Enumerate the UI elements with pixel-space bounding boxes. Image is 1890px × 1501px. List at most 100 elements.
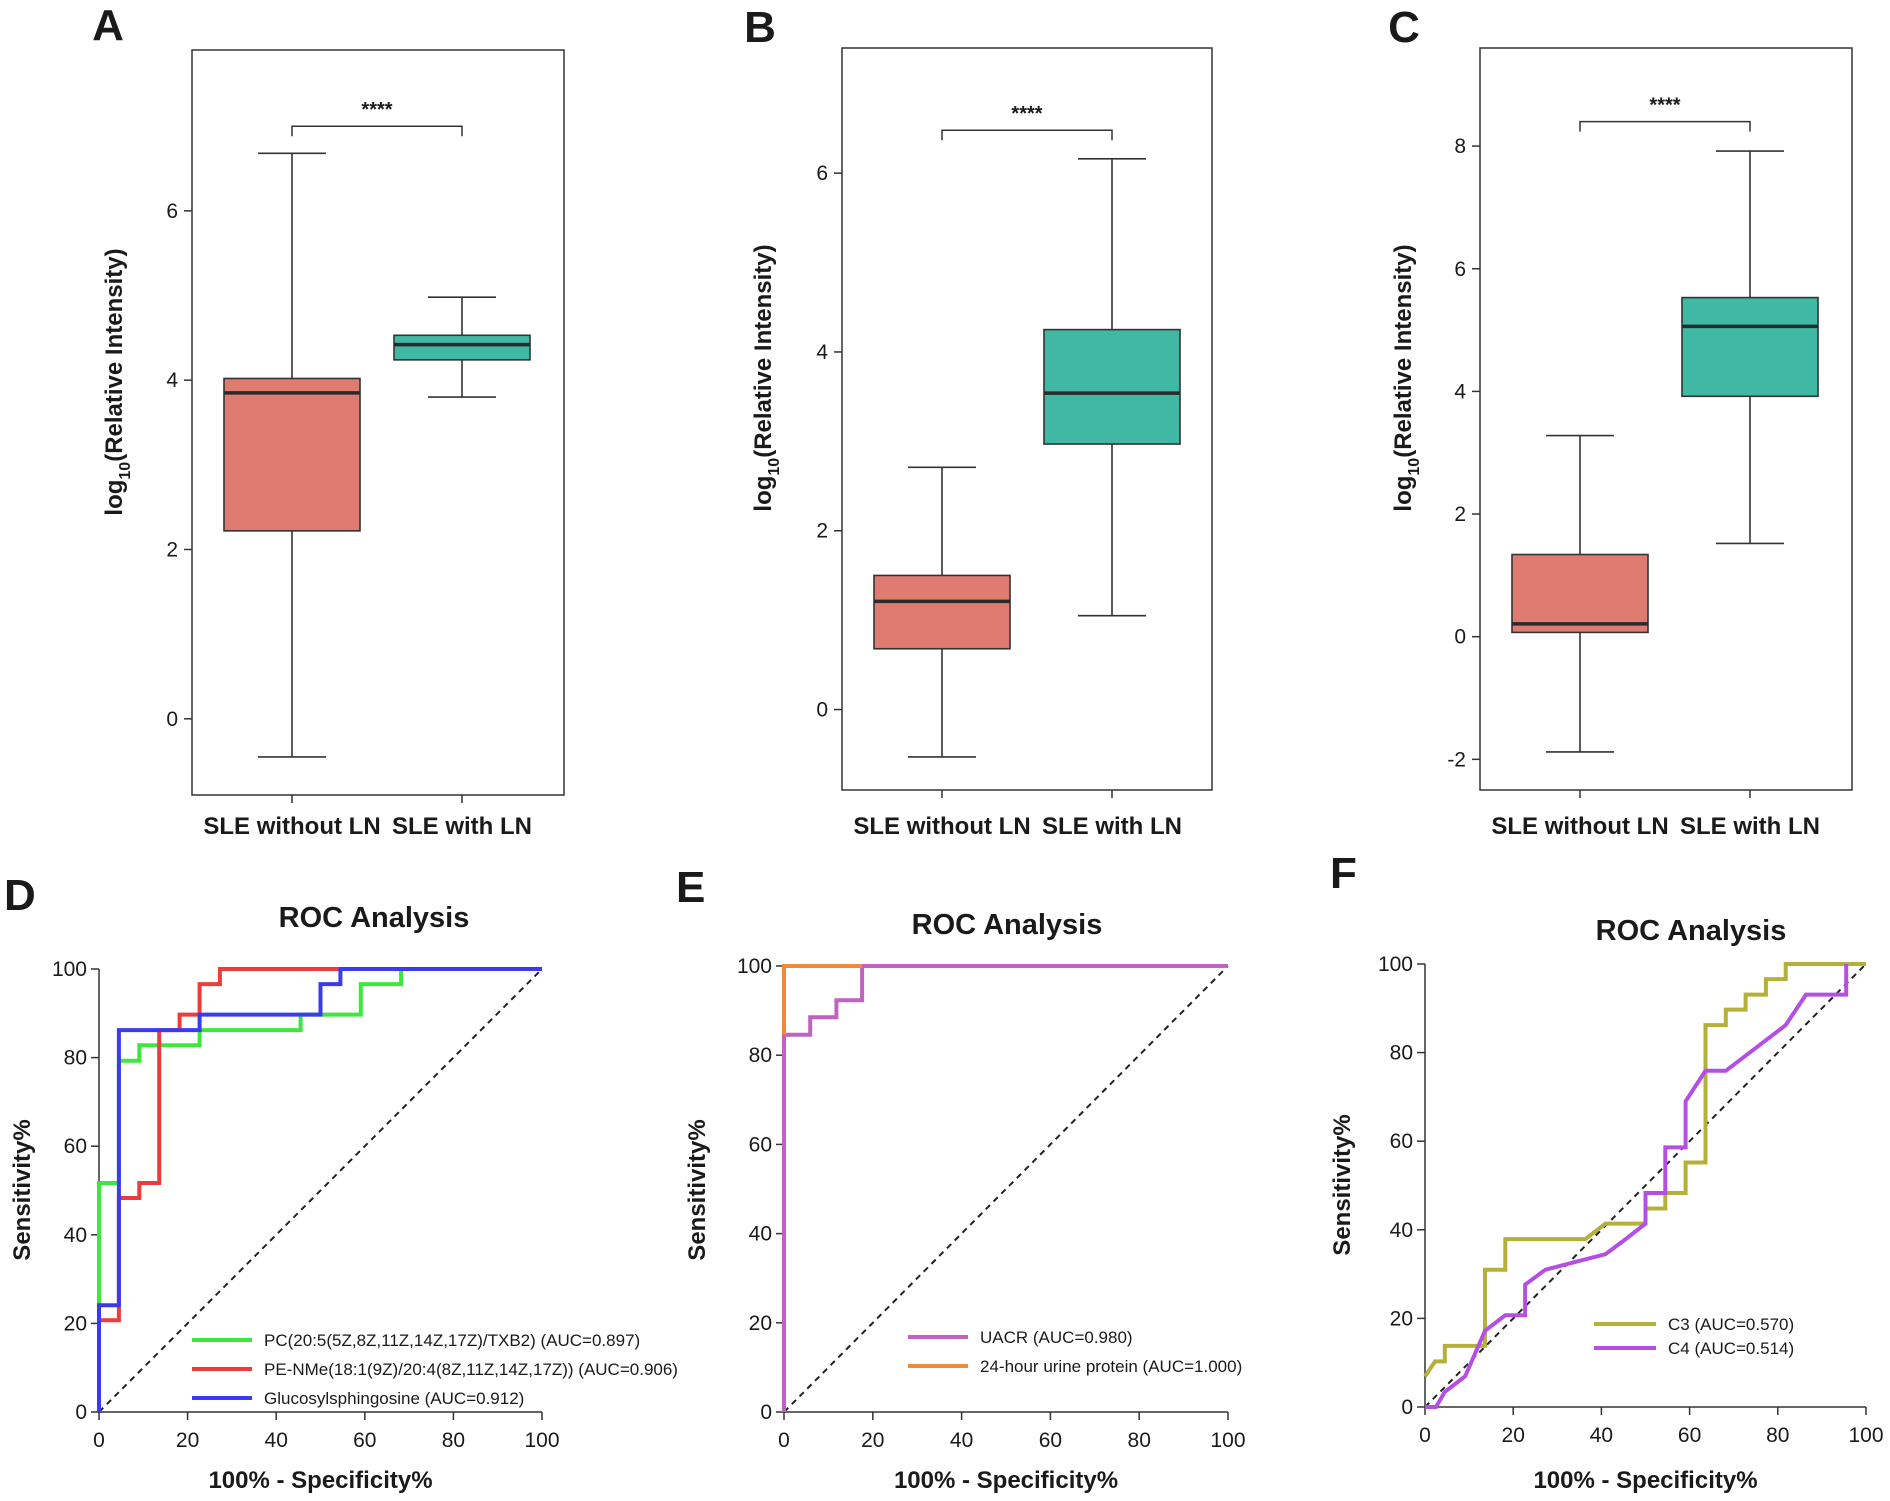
- roc-curve-series-2: [782, 964, 863, 1035]
- x-tick-label: 100: [524, 1429, 559, 1452]
- y-axis-title: Sensitivity%: [1329, 1114, 1356, 1255]
- roc-panel-f: F ROC Analysis 0 20 40 60 80 100 0 20 40 60 80 100 100…: [1329, 849, 1884, 1494]
- y-axis-title: Sensitivity%: [684, 1119, 711, 1260]
- y-tick-label: 0: [1454, 626, 1466, 649]
- x-category-label: SLE without LN: [1491, 813, 1668, 840]
- y-tick-label: 60: [749, 1133, 772, 1156]
- x-tick-label: 0: [778, 1429, 790, 1452]
- y-tick-label: 4: [816, 341, 828, 364]
- box-sle-without-ln: [223, 152, 361, 758]
- y-tick-label: 2: [1454, 503, 1466, 526]
- y-tick-label: 2: [816, 520, 828, 543]
- y-tick-label: 60: [1390, 1130, 1413, 1153]
- y-tick-label: 20: [749, 1312, 772, 1335]
- roc-curve-series-1: [782, 964, 1228, 1412]
- y-tick-label: 0: [166, 708, 178, 731]
- x-category-label: SLE with LN: [1042, 813, 1182, 840]
- legend-label: C3 (AUC=0.570): [1668, 1315, 1794, 1334]
- y-tick-label: 40: [1390, 1219, 1413, 1242]
- roc-panel-e: E ROC Analysis 0 20 40 60 80 100 0 20 40 60 80 100 100…: [676, 863, 1246, 1494]
- y-tick-label: 8: [1454, 135, 1466, 158]
- iqr-box: [1511, 553, 1649, 634]
- panel-letter: E: [676, 863, 705, 912]
- significance-stars: ****: [1649, 95, 1680, 117]
- x-axis-title: 100% - Specificity%: [894, 1467, 1118, 1494]
- box-sle-with-ln: [393, 296, 531, 398]
- roc-panel-d: D ROC Analysis 0 20 40 60 80 100 0 20 40 60 80 100 100…: [4, 871, 678, 1494]
- x-tick-label: 40: [1590, 1424, 1613, 1447]
- y-tick-label: 0: [760, 1401, 772, 1424]
- y-tick-label: 6: [1454, 258, 1466, 281]
- reference-diagonal: [783, 965, 1229, 1413]
- y-tick-label: 0: [816, 699, 828, 722]
- significance-bracket: [941, 129, 1113, 141]
- y-tick-label: 6: [166, 200, 178, 223]
- y-tick-label: 100: [1378, 953, 1413, 976]
- legend-label: 24-hour urine protein (AUC=1.000): [980, 1357, 1242, 1376]
- y-tick-label: -2: [1447, 748, 1466, 771]
- x-tick-label: 40: [950, 1429, 973, 1452]
- x-tick-label: 0: [1419, 1424, 1431, 1447]
- y-tick-label: 80: [64, 1047, 87, 1070]
- chart-title: ROC Analysis: [912, 909, 1103, 941]
- boxplot-panel-c: C -2 0 2 4 6 8 SLE without LN SLE with LN log10(R…: [1388, 3, 1853, 840]
- chart-title: ROC Analysis: [1596, 915, 1787, 947]
- roc-curve-series-2: [1425, 964, 1849, 1409]
- y-axis-title: Sensitivity%: [9, 1119, 36, 1260]
- y-tick-label: 80: [749, 1044, 772, 1067]
- significance-stars: ****: [1011, 103, 1042, 125]
- reference-diagonal: [1424, 963, 1867, 1408]
- box-sle-without-ln: [1511, 434, 1649, 753]
- x-axis-title: 100% - Specificity%: [1533, 1467, 1757, 1494]
- x-tick-label: 80: [442, 1429, 465, 1452]
- box-sle-without-ln: [873, 466, 1011, 758]
- panel-letter: B: [744, 3, 776, 52]
- x-tick-label: 20: [861, 1429, 884, 1452]
- x-tick-label: 40: [265, 1429, 288, 1452]
- x-tick-label: 80: [1766, 1424, 1789, 1447]
- x-tick-label: 60: [1039, 1429, 1062, 1452]
- panel-letter: D: [4, 871, 36, 920]
- x-tick-label: 80: [1128, 1429, 1151, 1452]
- y-tick-label: 4: [166, 369, 178, 392]
- x-tick-label: 60: [353, 1429, 376, 1452]
- x-tick-label: 20: [176, 1429, 199, 1452]
- legend-label: PE-NMe(18:1(9Z)/20:4(8Z,11Z,14Z,17Z)) (A…: [264, 1360, 678, 1379]
- y-tick-label: 6: [816, 162, 828, 185]
- panel-letter: F: [1330, 849, 1357, 898]
- y-tick-label: 80: [1390, 1042, 1413, 1065]
- x-tick-label: 20: [1502, 1424, 1525, 1447]
- chart-title: ROC Analysis: [279, 902, 470, 934]
- iqr-box: [1043, 328, 1181, 445]
- iqr-box: [873, 574, 1011, 650]
- legend-label: UACR (AUC=0.980): [980, 1328, 1133, 1347]
- y-axis-label: log10(Relative Intensity): [101, 248, 134, 515]
- y-tick-label: 40: [64, 1224, 87, 1247]
- y-tick-label: 100: [52, 958, 87, 981]
- plot-frame: [1479, 47, 1853, 791]
- reference-diagonal: [98, 968, 543, 1413]
- panel-letter: C: [1388, 3, 1420, 52]
- legend-label: PC(20:5(5Z,8Z,11Z,14Z,17Z)/TXB2) (AUC=0.…: [264, 1331, 640, 1350]
- y-tick-label: 60: [64, 1135, 87, 1158]
- box-sle-with-ln: [1681, 150, 1819, 545]
- x-category-label: SLE without LN: [853, 813, 1030, 840]
- legend-label: C4 (AUC=0.514): [1668, 1339, 1794, 1358]
- boxplot-panel-a: A 0 2 4 6 SLE without LN SLE with LN log10(Rela…: [92, 1, 565, 840]
- y-tick-label: 2: [166, 538, 178, 561]
- plot-frame: [841, 47, 1213, 791]
- significance-bracket: [1579, 120, 1751, 132]
- legend-label: Glucosylsphingosine (AUC=0.912): [264, 1389, 524, 1408]
- x-tick-label: 100: [1848, 1424, 1883, 1447]
- boxplot-panel-b: B 0 2 4 6 SLE without LN SLE with LN log10(Rela…: [744, 3, 1213, 840]
- x-category-label: SLE with LN: [1680, 813, 1820, 840]
- x-axis-title: 100% - Specificity%: [208, 1467, 432, 1494]
- box-sle-with-ln: [1043, 158, 1181, 617]
- y-tick-label: 0: [75, 1401, 87, 1424]
- x-category-label: SLE with LN: [392, 813, 532, 840]
- roc-curve-series-3: [97, 967, 542, 1412]
- y-tick-label: 4: [1454, 380, 1466, 403]
- y-tick-label: 100: [737, 955, 772, 978]
- plot-frame: [191, 49, 565, 796]
